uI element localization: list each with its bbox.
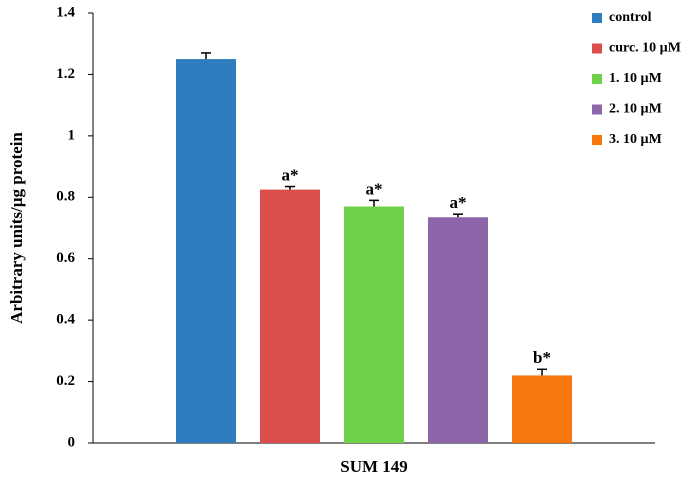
y-tick-label: 0 <box>68 434 76 450</box>
error-bar <box>453 213 463 218</box>
error-bar <box>285 185 295 190</box>
error-bar <box>537 368 547 376</box>
error-bar <box>369 199 379 207</box>
legend-swatch <box>592 104 602 115</box>
y-tick-label: 0.8 <box>56 189 75 205</box>
bar <box>428 217 488 443</box>
bar <box>344 206 404 443</box>
annotation: a* <box>450 193 467 212</box>
legend-label: 3. 10 µM <box>609 132 662 147</box>
bar <box>176 59 236 443</box>
legend-label: control <box>609 10 652 25</box>
y-tick-label: 0.6 <box>56 250 75 266</box>
y-axis-label: Arbitrary units/µg protein <box>7 132 26 324</box>
legend-swatch <box>592 13 602 23</box>
bar <box>512 375 572 443</box>
bar <box>260 189 320 443</box>
error-bar <box>201 52 211 60</box>
y-tick-label: 1 <box>68 127 76 143</box>
legend-swatch <box>592 74 602 84</box>
annotation: b* <box>533 348 551 367</box>
legend-label: 1. 10 µM <box>609 71 662 86</box>
x-tick-label: SUM 149 <box>340 457 408 476</box>
annotation: a* <box>366 179 383 198</box>
y-tick-label: 1.4 <box>56 4 75 20</box>
y-tick-label: 0.2 <box>56 373 75 389</box>
legend-label: 2. 10 µM <box>609 102 662 117</box>
legend-label: curc. 10 µM <box>609 41 681 56</box>
legend-swatch <box>592 135 602 145</box>
annotation: a* <box>282 165 299 184</box>
y-tick-label: 0.4 <box>56 312 75 328</box>
legend-swatch <box>592 43 602 54</box>
y-tick-label: 1.2 <box>56 66 75 82</box>
